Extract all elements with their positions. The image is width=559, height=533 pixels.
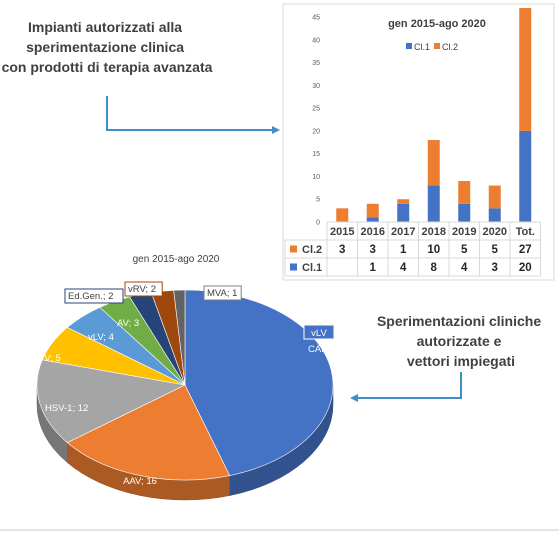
legend-swatch-cl2 <box>434 43 440 49</box>
pie-slice-hsv1 <box>36 359 186 443</box>
y-tick-label: 15 <box>312 151 320 158</box>
pie-annotation-box <box>303 324 335 340</box>
legend-label-cl1: Cl.1 <box>414 42 430 52</box>
pie-label-vv: VV; 5 <box>38 353 61 364</box>
heading-left-line-2: sperimentazione clinica <box>26 39 184 55</box>
table-swatch-cl2 <box>290 245 297 253</box>
table-cell-value: 1 <box>370 262 377 274</box>
pie-chart-marks <box>36 289 334 501</box>
y-tick-label: 35 <box>312 60 320 67</box>
arrow-to-pie-chart <box>350 372 462 402</box>
bar-cl2-2020 <box>488 185 501 209</box>
table-cell-value: 3 <box>339 244 345 256</box>
table-category-label: 2020 <box>483 226 507 238</box>
legend-swatch-cl1 <box>406 43 412 49</box>
y-tick-label: 20 <box>312 128 320 135</box>
bar-cl1-2019 <box>458 203 471 222</box>
pie-annotation-vlv: vLV <box>311 328 327 339</box>
table-series-label: Cl.2 <box>302 244 322 256</box>
table-category-label: 2017 <box>391 226 415 238</box>
table-cell-value: 4 <box>461 262 468 274</box>
table-cell-value: 4 <box>400 262 407 274</box>
pie-chart-title: gen 2015-ago 2020 <box>133 254 220 265</box>
bar-cl2-tot <box>519 8 532 131</box>
table-category-label: 2019 <box>452 226 476 238</box>
bar-cl2-2016 <box>366 203 379 218</box>
table-cell-value: 8 <box>431 262 438 274</box>
heading-left-line-1: Impianti autorizzati alla <box>28 19 182 35</box>
y-tick-label: 30 <box>312 83 320 90</box>
y-tick-label: 40 <box>312 37 320 44</box>
table-category-label: Tot. <box>516 226 535 238</box>
heading-right-line-2: autorizzate e <box>417 333 502 349</box>
pie-chart: gen 2015-ago 2020 CAR-T; 37 vLV AAV; 16 HSV… <box>36 254 352 501</box>
pie-label-vrv: vRV; 2 <box>128 284 156 295</box>
table-cell-value: 3 <box>492 262 498 274</box>
table-cell-value: 27 <box>519 244 532 256</box>
table-series-label: Cl.1 <box>302 262 322 274</box>
table-swatch-cl1 <box>290 263 297 271</box>
heading-right: Sperimentazioni cliniche autorizzate e v… <box>377 313 545 369</box>
bar-chart-marks <box>336 8 532 222</box>
pie-slice-mva <box>173 289 186 386</box>
bar-chart: gen 2015-ago 2020 Cl.1 Cl.2 051015202530… <box>282 3 555 281</box>
y-tick-label: 45 <box>312 15 320 22</box>
table-cell-value: 5 <box>461 244 468 256</box>
y-tick-label: 0 <box>316 220 320 227</box>
pie-chart-labels: CAR-T; 37 vLV AAV; 16 HSV-1; 12 VV; 5 vLV; 4A… <box>38 281 352 487</box>
y-tick-label: 10 <box>312 174 320 181</box>
bar-cl2-2015 <box>336 208 349 222</box>
y-tick-label: 25 <box>312 106 320 113</box>
table-cell-value: 5 <box>492 244 499 256</box>
heading-right-line-1: Sperimentazioni cliniche <box>377 313 541 329</box>
pie-label-aav: AAV; 16 <box>123 476 157 487</box>
bar-chart-title: gen 2015-ago 2020 <box>388 18 486 30</box>
heading-left: Impianti autorizzati alla sperimentazion… <box>2 19 213 75</box>
table-category-label: 2018 <box>422 226 446 238</box>
pie-label-box <box>64 288 124 304</box>
pie-label-hsv1: HSV-1; 12 <box>45 403 88 414</box>
table-cell-value: 1 <box>400 244 407 256</box>
bar-cl2-2017 <box>397 199 410 204</box>
table-category-label: 2016 <box>361 226 385 238</box>
legend-label-cl2: Cl.2 <box>442 42 458 52</box>
arrow-to-bar-chart <box>106 96 280 134</box>
bar-cl1-2017 <box>397 203 410 222</box>
bar-cl1-2016 <box>366 217 379 222</box>
y-tick-label: 5 <box>316 197 320 204</box>
pie-label-box <box>124 281 163 297</box>
pie-label-av: AV; 3 <box>117 318 139 329</box>
bar-cl1-2018 <box>427 185 440 222</box>
table-cell-value: 3 <box>370 244 376 256</box>
pie-label-box <box>203 285 242 301</box>
pie-label-vlv: vLV; 4 <box>88 332 114 343</box>
heading-left-line-3: con prodotti di terapia avanzata <box>2 59 213 75</box>
table-category-label: 2015 <box>330 226 354 238</box>
bar-cl2-2018 <box>427 140 440 186</box>
bar-chart-legend: Cl.1 Cl.2 <box>406 42 458 52</box>
pie-slice-aav <box>66 384 231 481</box>
pie-label-edgen: Ed.Gen.; 2 <box>68 291 113 302</box>
pie-label-mva: MVA; 1 <box>207 288 237 299</box>
table-cell-value: 10 <box>427 244 440 256</box>
bar-chart-data-table: 2015 2016 2017 2018 2019 2020 Tot.Cl.2 3 3 1 10 5 5 2… <box>284 221 541 277</box>
bar-cl2-2019 <box>458 181 471 204</box>
bar-cl1-2020 <box>488 208 501 222</box>
bar-cl1-tot <box>519 130 532 222</box>
pie-label-cart: CAR-T; 37 <box>308 344 352 355</box>
heading-right-line-3: vettori impiegati <box>407 353 515 369</box>
table-cell-value: 20 <box>519 262 532 274</box>
